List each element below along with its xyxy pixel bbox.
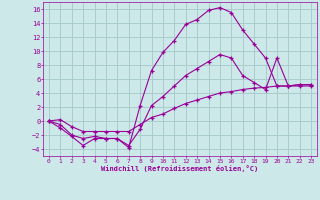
X-axis label: Windchill (Refroidissement éolien,°C): Windchill (Refroidissement éolien,°C) [101, 165, 259, 172]
